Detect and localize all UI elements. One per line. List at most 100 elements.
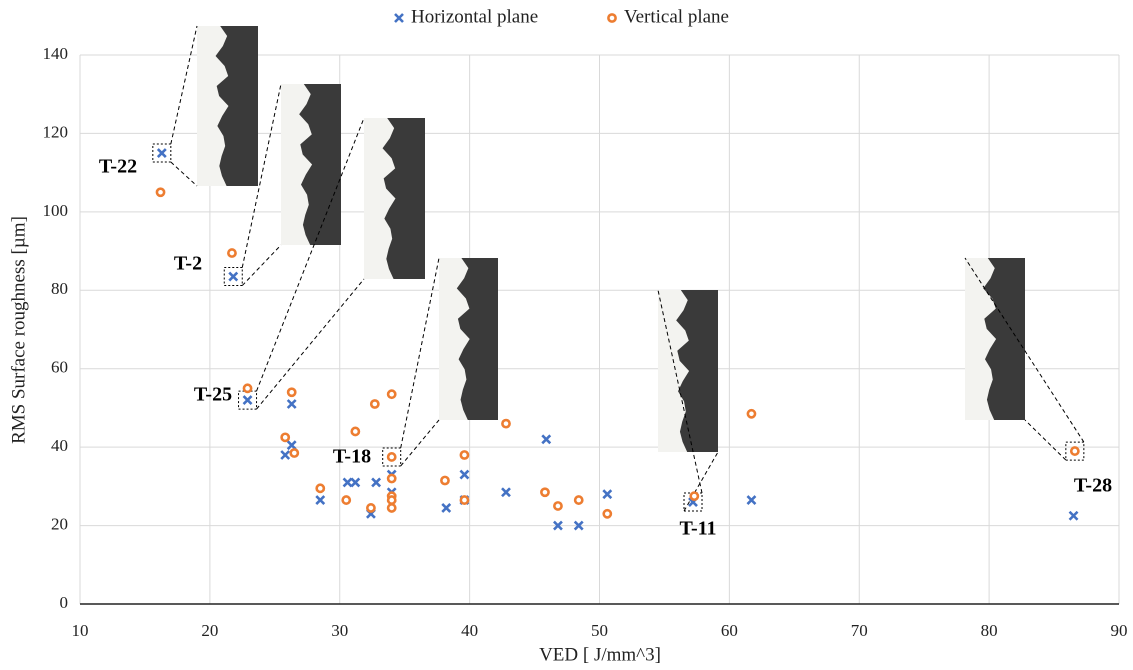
point — [227, 248, 237, 258]
point — [746, 408, 757, 419]
inset-bright-region — [658, 290, 690, 452]
point — [289, 448, 300, 458]
point — [1069, 446, 1080, 456]
point — [746, 495, 757, 506]
point — [459, 450, 470, 460]
point — [286, 387, 297, 398]
focus-box — [152, 143, 172, 163]
y-tick-label: 140 — [43, 44, 69, 63]
point — [341, 495, 352, 505]
point — [540, 487, 550, 498]
point — [286, 399, 297, 409]
x-axis-title: VED [ J/mm^3] — [539, 644, 661, 665]
annotation: T-25 — [194, 384, 232, 406]
annotation: T-11 — [679, 518, 716, 540]
leader-line — [241, 244, 282, 286]
x-tick-label: 10 — [72, 621, 89, 640]
point — [602, 489, 613, 500]
leader-line — [241, 83, 282, 268]
y-axis-title: RMS Surface roughness [µm] — [8, 216, 29, 444]
point — [280, 432, 291, 443]
point — [440, 475, 450, 486]
point — [386, 503, 397, 513]
point — [350, 477, 361, 488]
x-tick-label: 80 — [981, 621, 998, 640]
focus-box — [1065, 441, 1085, 461]
point — [242, 395, 253, 406]
x-tick-label: 50 — [591, 621, 608, 640]
point — [573, 495, 584, 505]
point — [315, 483, 326, 494]
leader-line — [683, 451, 719, 512]
x-tick-label: 20 — [201, 621, 218, 640]
inset-bright-region — [965, 258, 997, 420]
point — [242, 383, 253, 394]
point — [342, 477, 353, 488]
point — [386, 452, 397, 462]
y-tick-label: 20 — [51, 514, 68, 533]
focus-box — [223, 267, 243, 287]
y-tick-label: 0 — [60, 593, 69, 612]
point — [156, 148, 167, 158]
point — [501, 418, 511, 429]
inset — [152, 25, 258, 187]
point — [573, 520, 584, 531]
point — [459, 495, 470, 505]
annotation: T-28 — [1074, 475, 1112, 497]
point — [386, 389, 397, 400]
leader-line — [170, 25, 198, 145]
point — [286, 440, 297, 451]
point — [501, 487, 511, 498]
legend-label: Horizontal plane — [411, 6, 538, 27]
point — [369, 399, 380, 409]
y-tick-label: 60 — [51, 358, 68, 377]
point — [602, 508, 613, 519]
point — [280, 450, 291, 460]
point — [228, 271, 239, 282]
leader-line — [170, 161, 198, 187]
focus-box — [382, 447, 402, 467]
point — [386, 473, 397, 484]
x-tick-label: 60 — [721, 621, 738, 640]
x-tick-label: 40 — [461, 621, 478, 640]
point — [315, 495, 326, 506]
legend-marker — [607, 13, 617, 23]
point — [366, 503, 376, 513]
y-tick-label: 100 — [43, 201, 69, 220]
inset-bright-region — [439, 258, 470, 420]
point — [459, 469, 470, 480]
leader-line — [256, 278, 365, 410]
inset — [964, 257, 1085, 461]
point — [371, 477, 382, 488]
point — [1068, 510, 1079, 521]
inset — [238, 117, 425, 410]
point — [553, 520, 563, 531]
x-tick-label: 30 — [331, 621, 348, 640]
inset-bright-region — [197, 26, 229, 186]
leader-line — [964, 257, 1085, 443]
y-tick-label: 80 — [51, 279, 68, 298]
inset-bright-region — [281, 84, 313, 245]
inset — [657, 289, 719, 512]
leader-line — [400, 419, 440, 467]
point — [441, 503, 452, 513]
inset — [223, 83, 341, 287]
leader-line — [400, 257, 440, 449]
legend-label: Vertical plane — [624, 6, 729, 27]
point — [553, 501, 563, 511]
leader-line — [1024, 419, 1067, 461]
annotation: T-18 — [333, 446, 371, 468]
inset-bright-region — [364, 118, 396, 279]
inset — [382, 257, 498, 467]
point — [689, 491, 700, 502]
point — [386, 495, 397, 505]
x-tick-label: 70 — [851, 621, 868, 640]
legend-marker — [394, 13, 404, 23]
x-tick-label: 90 — [1111, 621, 1128, 640]
annotation: T-2 — [174, 253, 202, 275]
y-tick-label: 120 — [43, 122, 69, 141]
y-tick-label: 40 — [51, 436, 68, 455]
annotation: T-22 — [99, 156, 137, 178]
point — [541, 434, 552, 445]
